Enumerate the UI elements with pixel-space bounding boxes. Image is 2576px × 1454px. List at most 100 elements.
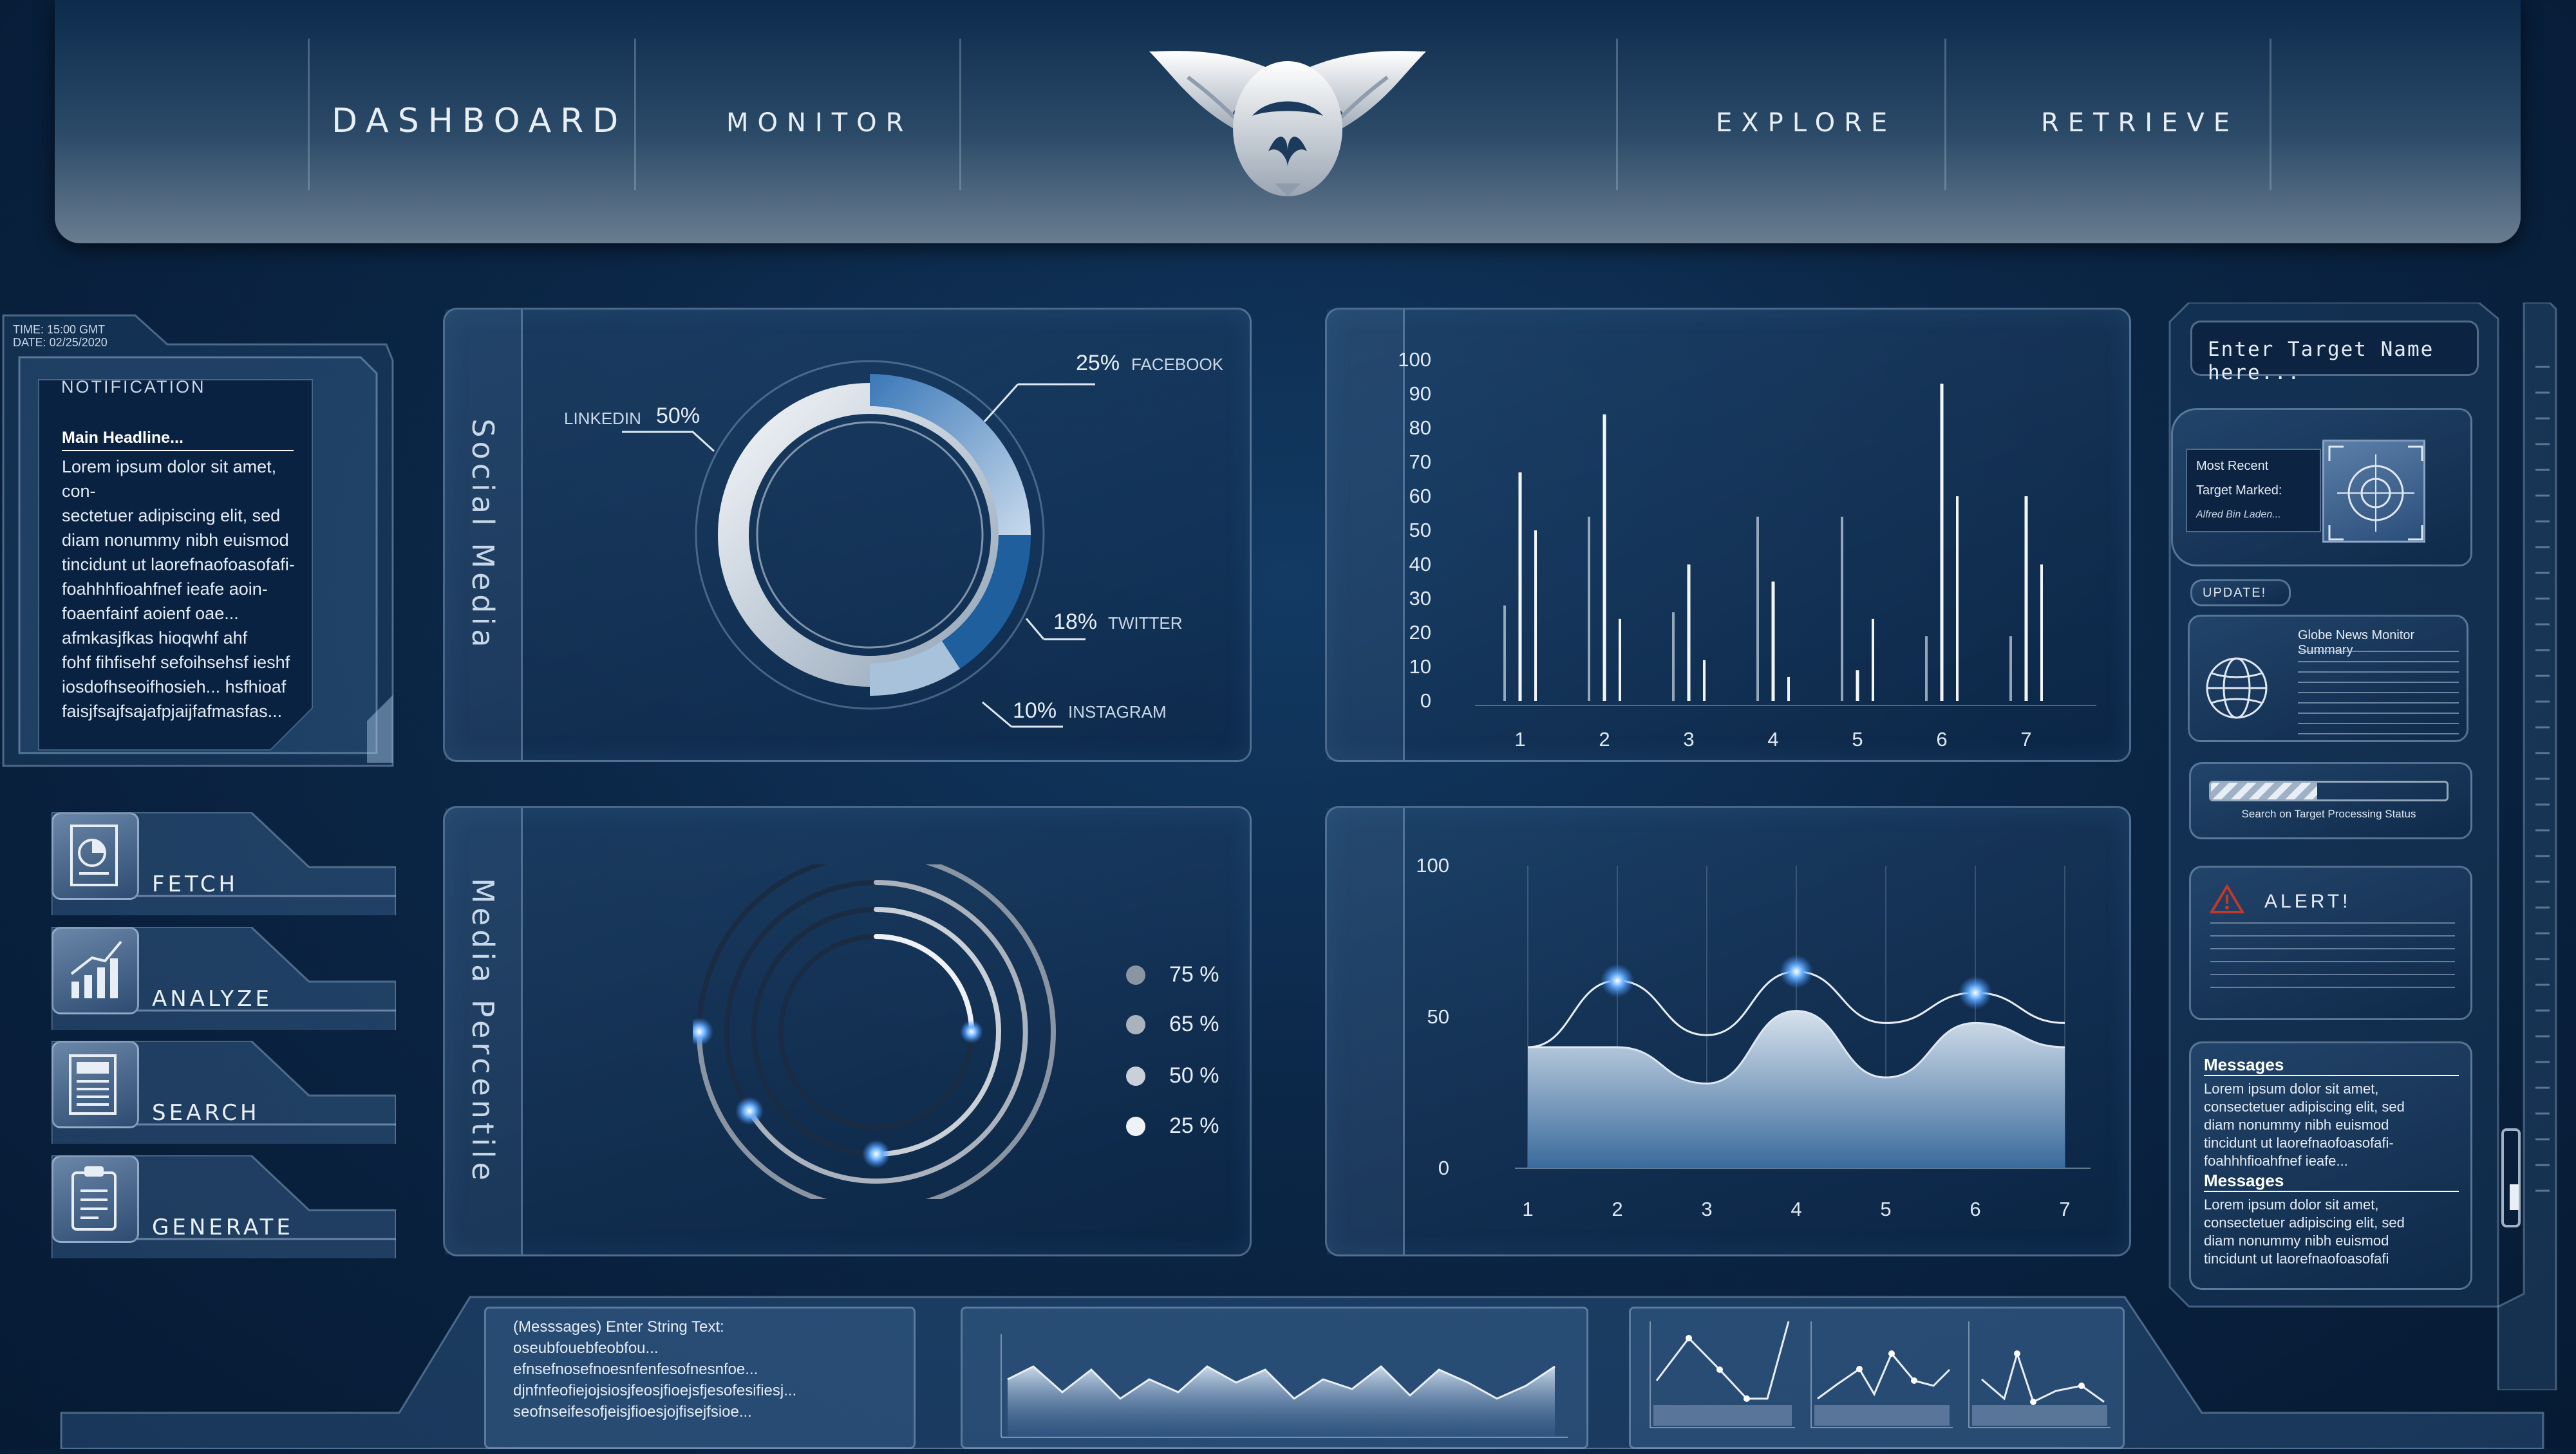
analyze-label: ANALYZE <box>152 986 272 1012</box>
message-line: tincidunt ut laorefnaofoasofafi <box>2204 1251 2389 1267</box>
alert-label: ALERT! <box>2264 891 2351 912</box>
legend-65: 65 % <box>1169 1012 1219 1036</box>
mini-charts-group <box>1629 1307 2125 1449</box>
processing-status-card: Search on Target Processing Status <box>2189 762 2472 839</box>
y-tick-label: 40 <box>1409 553 1431 575</box>
recent-target-card: Most Recent Target Marked: Alfred Bin La… <box>2171 408 2472 566</box>
recent-line: Target Marked: <box>2196 483 2282 498</box>
area-chart-panel: 0 50 100 1 2 3 4 5 6 7 <box>1325 806 2131 1256</box>
radial-progress-rings <box>693 864 1056 1199</box>
news-lines <box>2298 651 2459 734</box>
warning-triangle-icon <box>2210 884 2244 913</box>
message-line: diam nonummy nibh euismod <box>2204 1117 2389 1133</box>
x-tick-label: 5 <box>1852 728 1863 750</box>
nav-tab-dashboard[interactable]: DASHBOARD <box>332 102 628 140</box>
legend-dot <box>1126 965 1145 985</box>
nav-divider <box>1616 39 1618 190</box>
x-tick-label: 1 <box>1522 1198 1534 1220</box>
donut-segment-facebook <box>870 374 1031 535</box>
y-tick-label: 100 <box>1416 854 1449 877</box>
notification-card: TIME: 15:00 GMT DATE: 02/25/2020 NOTIFIC… <box>0 309 399 772</box>
recent-line: Most Recent <box>2196 459 2269 473</box>
progress-fill <box>2211 783 2317 799</box>
string-input-panel[interactable]: (Messsages) Enter String Text: oseubfoue… <box>484 1307 916 1449</box>
body-line: Lorem ipsum dolor sit amet, con- <box>62 457 277 501</box>
panel-title-strip: Social Media <box>445 310 523 760</box>
area-series-line <box>1528 1010 2065 1085</box>
message-block: Messages Lorem ipsum dolor sit amet, con… <box>2204 1055 2459 1170</box>
nav-tab-explore[interactable]: EXPLORE <box>1716 108 1897 138</box>
newspaper-icon <box>52 1041 139 1128</box>
x-tick-label: 3 <box>1701 1198 1713 1220</box>
body-line: faisjfsajfsajafpjaijfafmasfas... <box>62 702 283 721</box>
processing-progress-bar <box>2209 781 2449 801</box>
recent-target-name: Alfred Bin Laden... <box>2196 509 2281 520</box>
notification-title: NOTIFICATION <box>61 377 206 396</box>
panel-title-strip: Media Percentile <box>445 808 523 1254</box>
y-tick-label: 0 <box>1438 1157 1449 1179</box>
search-button[interactable]: SEARCH <box>52 1041 396 1144</box>
globe-news-title: Globe News Monitor Summary <box>2298 628 2415 657</box>
generate-label: GENERATE <box>152 1215 294 1240</box>
twitter-label: TWITTER <box>1108 613 1183 633</box>
body-line: diam nonummy nibh euismod <box>62 530 289 550</box>
ring-75 <box>697 864 1056 1199</box>
main-headline: Main Headline... <box>62 429 294 451</box>
nav-divider <box>1944 39 1946 190</box>
string-line: (Messsages) Enter String Text: <box>513 1318 724 1336</box>
message-line: foahhhfioahfnef ieafe... <box>2204 1153 2348 1169</box>
bar-chart <box>1475 384 2096 706</box>
recent-target-info: Most Recent Target Marked: Alfred Bin La… <box>2186 449 2321 532</box>
linkedin-percent: 50% <box>656 404 700 428</box>
nav-divider <box>308 39 310 190</box>
y-tick-label: 20 <box>1409 621 1431 644</box>
globe-icon <box>2206 657 2268 719</box>
peak-glow-marker <box>1959 976 1992 1010</box>
analyze-button[interactable]: ANALYZE <box>52 927 396 1030</box>
social-media-donut <box>695 360 1045 710</box>
fetch-button[interactable]: FETCH <box>52 812 396 915</box>
x-tick-label: 4 <box>1767 728 1779 750</box>
social-media-panel: Social Media 25% FACEBOOK 18% TWITTER 10… <box>443 308 1252 762</box>
fetch-label: FETCH <box>152 871 239 897</box>
update-badge: UPDATE! <box>2190 579 2291 606</box>
processing-status-label: Search on Target Processing Status <box>2241 808 2416 820</box>
target-search-input[interactable]: Enter Target Name here... <box>2190 321 2479 384</box>
facebook-label: FACEBOOK <box>1131 355 1224 374</box>
legend-dot <box>1126 1117 1145 1136</box>
top-nav-bar: DASHBOARD MONITOR EXPLORE RETRIEVE <box>55 0 2521 243</box>
alert-card: ALERT! <box>2189 866 2472 1020</box>
globe-news-card: Globe News Monitor Summary <box>2188 615 2468 742</box>
facebook-percent: 25% <box>1076 351 1120 375</box>
body-line: afmkasjfkas hioqwhf ahf <box>62 628 248 648</box>
nav-divider <box>959 39 961 190</box>
y-tick-label: 0 <box>1420 689 1431 712</box>
panel-side-strip <box>1327 808 1405 1254</box>
nav-tab-retrieve[interactable]: RETRIEVE <box>2041 108 2239 138</box>
search-placeholder: Enter Target Name here... <box>2208 338 2434 384</box>
instagram-percent: 10% <box>1013 698 1057 723</box>
legend-dot <box>1126 1067 1145 1086</box>
media-percentile-title: Media Percentile <box>465 878 500 1184</box>
bar-chart-panel: 0 10 20 30 40 50 60 70 80 90 100 1 2 3 4 5 6 7 <box>1325 308 2131 762</box>
string-line: seofnseifesofjeisjfioesjojfisejfsioe... <box>513 1403 752 1421</box>
ring-25 <box>874 934 974 1034</box>
bar-growth-icon <box>52 927 139 1014</box>
mini-sparkline <box>1001 1334 1568 1438</box>
message-line: diam nonummy nibh euismod <box>2204 1233 2389 1249</box>
body-line: foahhhfioahfnef ieafe aoin- <box>62 579 268 599</box>
string-text: (Messsages) Enter String Text: oseubfoue… <box>513 1316 796 1422</box>
nav-divider <box>2270 39 2271 190</box>
y-tick-label: 50 <box>1427 1005 1449 1028</box>
owl-wings-logo-icon <box>1149 51 1426 196</box>
twitter-percent: 18% <box>1053 610 1098 634</box>
area-series-fill <box>1528 1011 2065 1168</box>
message-block: Messages Lorem ipsum dolor sit amet, con… <box>2204 1171 2459 1268</box>
peak-glow-marker <box>1780 955 1813 989</box>
nav-tab-monitor[interactable]: MONITOR <box>726 108 913 138</box>
panel-side-strip <box>1327 310 1405 760</box>
generate-button[interactable]: GENERATE <box>52 1155 396 1258</box>
body-line: sectetuer adipiscing elit, sed <box>62 506 281 525</box>
legend-dot <box>1126 1015 1145 1034</box>
x-tick-label: 7 <box>2020 728 2032 750</box>
